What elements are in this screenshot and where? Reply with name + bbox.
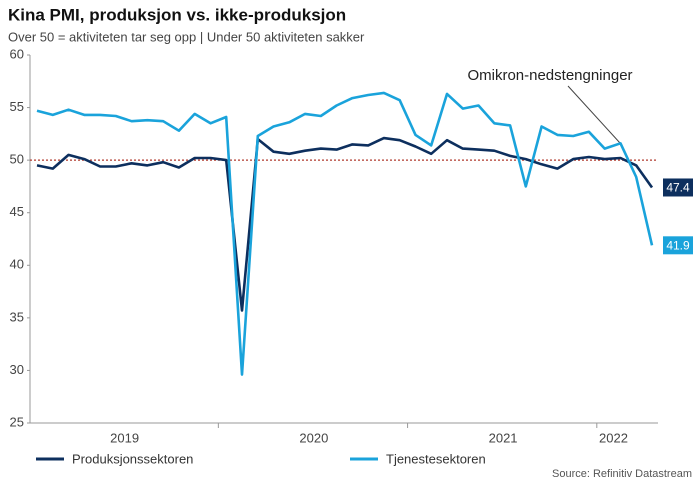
y-tick-label: 30 xyxy=(10,362,24,377)
legend-label: Produksjonssektoren xyxy=(72,451,193,466)
x-tick-label: 2021 xyxy=(489,430,518,445)
series-line xyxy=(36,91,654,376)
annotation-leader xyxy=(567,85,621,144)
source: Source: Refinitiv Datastream xyxy=(552,468,692,480)
x-tick-label: 2020 xyxy=(299,430,328,445)
y-tick-label: 45 xyxy=(10,204,24,219)
end-label-box xyxy=(663,178,693,197)
end-label: 47.4 xyxy=(666,181,690,195)
annotation: Omikron-nedstengninger xyxy=(467,67,632,84)
end-label: 41.9 xyxy=(666,238,690,252)
y-tick-label: 25 xyxy=(10,414,24,429)
y-tick-label: 60 xyxy=(10,46,24,61)
subtitle: Over 50 = aktiviteten tar seg opp | Unde… xyxy=(8,29,365,44)
y-tick-label: 40 xyxy=(10,257,24,272)
x-tick-label: 2019 xyxy=(110,430,139,445)
end-label-box xyxy=(663,236,693,255)
legend-label: Tjenestesektoren xyxy=(386,451,486,466)
y-tick-label: 50 xyxy=(10,152,24,167)
chart-title: Kina PMI, produksjon vs. ikke-produksjon xyxy=(8,5,346,24)
y-tick-label: 35 xyxy=(10,309,24,324)
series-line xyxy=(36,136,654,312)
y-tick-label: 55 xyxy=(10,99,24,114)
x-tick-label: 2022 xyxy=(599,430,628,445)
